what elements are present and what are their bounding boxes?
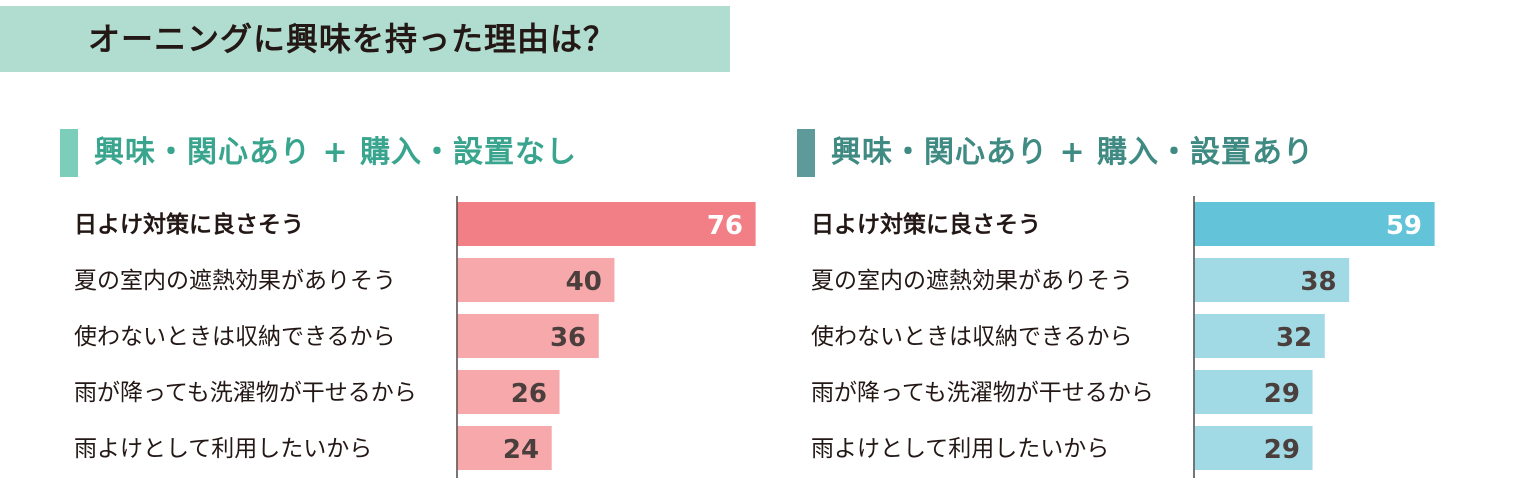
category-label: 使わないときは収納できるから (74, 324, 396, 350)
bar-chart-left: 日よけ対策に良さそう 76 夏の室内の遮熱効果がありそう 40 使わないときは収納できる… (74, 196, 756, 478)
data-label: 29 (1264, 379, 1300, 409)
title-band: オーニングに興味を持った理由は？ (0, 6, 730, 72)
chart-panel-left: 興味・関心あり + 購入・設置なし 日よけ対策に良さそう 76 夏の室内の遮熱効果が… (60, 126, 760, 486)
bar (1194, 202, 1435, 246)
bar-chart-right: 日よけ対策に良さそう 59 夏の室内の遮熱効果がありそう 38 使わないときは収納できる… (811, 196, 1435, 478)
panel-marker-left (60, 129, 78, 177)
category-label: 夏の室内の遮熱効果がありそう (74, 268, 396, 294)
bar (1194, 314, 1325, 358)
category-label: 雨が降っても洗濯物が干せるから (811, 380, 1154, 406)
bar (457, 258, 615, 302)
category-label: 雨よけとして利用したいから (811, 436, 1109, 462)
category-label: 使わないときは収納できるから (811, 324, 1133, 350)
data-label: 59 (1386, 211, 1422, 241)
data-label: 38 (1300, 267, 1336, 297)
bar (1194, 258, 1350, 302)
category-label: 夏の室内の遮熱効果がありそう (811, 268, 1133, 294)
category-label: 日よけ対策に良さそう (811, 211, 1041, 238)
bar (1194, 370, 1313, 414)
chart-panel-right: 興味・関心あり + 購入・設置あり 日よけ対策に良さそう 59 夏の室内の遮熱効果が… (797, 126, 1457, 486)
data-label: 76 (707, 211, 743, 241)
bar (457, 426, 552, 470)
chart-title-left: 興味・関心あり + 購入・設置なし (94, 135, 578, 170)
data-label: 40 (566, 267, 602, 297)
bar (457, 314, 599, 358)
bar (457, 370, 560, 414)
category-label: 雨が降っても洗濯物が干せるから (74, 380, 417, 406)
bar (457, 202, 756, 246)
bar (1194, 426, 1313, 470)
page-title: オーニングに興味を持った理由は？ (88, 20, 617, 58)
data-label: 24 (503, 435, 539, 465)
category-label: 雨よけとして利用したいから (74, 436, 372, 462)
data-label: 26 (511, 379, 547, 409)
chart-title-right: 興味・関心あり + 購入・設置あり (831, 135, 1315, 170)
data-label: 32 (1276, 323, 1312, 353)
category-label: 日よけ対策に良さそう (74, 211, 304, 238)
data-label: 29 (1264, 435, 1300, 465)
panel-marker-right (797, 129, 815, 177)
data-label: 36 (550, 323, 586, 353)
